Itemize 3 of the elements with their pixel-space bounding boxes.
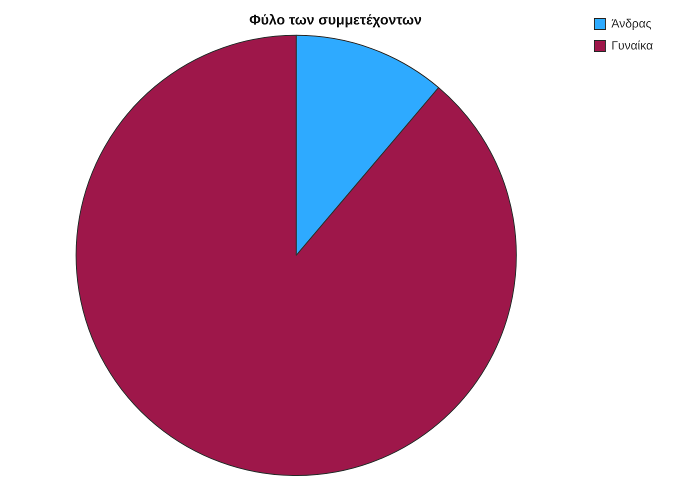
chart-title: Φύλο των συμμετέχοντων <box>249 11 422 28</box>
legend-label: Άνδρας <box>611 16 652 30</box>
legend-label: Γυναίκα <box>611 38 654 52</box>
